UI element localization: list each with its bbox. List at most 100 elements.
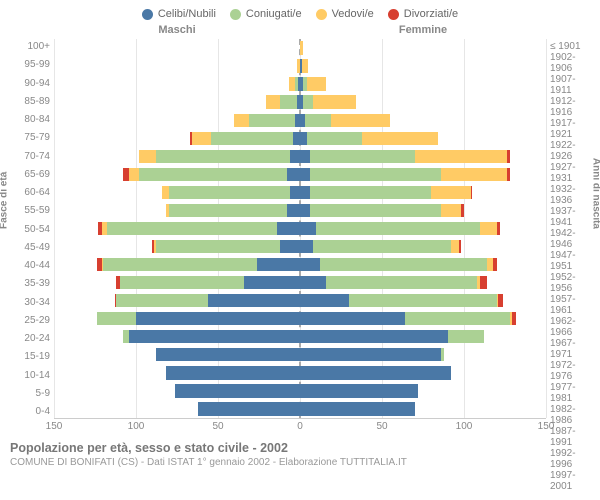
- header-male: Maschi: [54, 24, 300, 36]
- legend-swatch: [230, 9, 241, 20]
- bar-segment: [313, 240, 451, 253]
- chart-area: Fasce di età 100+95-9990-9485-8980-8475-…: [6, 39, 594, 419]
- bar-segment: [300, 384, 418, 397]
- bar-segment: [107, 222, 278, 235]
- male-bar: [54, 330, 300, 343]
- age-label: 45-49: [6, 242, 54, 253]
- bar-segment: [441, 168, 507, 181]
- plot: [54, 39, 546, 419]
- bar-segment: [326, 276, 477, 289]
- age-label: 60-64: [6, 187, 54, 198]
- age-label: 30-34: [6, 297, 54, 308]
- legend-item: Celibi/Nubili: [142, 8, 216, 20]
- age-label: 90-94: [6, 78, 54, 89]
- x-tick-label: 100: [456, 421, 473, 432]
- bar-row: [54, 165, 546, 183]
- legend-swatch: [316, 9, 327, 20]
- female-bar: [300, 114, 546, 127]
- male-bar: [54, 114, 300, 127]
- female-bar: [300, 312, 546, 325]
- age-label: 75-79: [6, 132, 54, 143]
- male-bar: [54, 41, 300, 54]
- header-female: Femmine: [300, 24, 546, 36]
- bar-row: [54, 274, 546, 292]
- x-tick-label: 50: [212, 421, 223, 432]
- bar-segment: [441, 348, 444, 361]
- bar-segment: [280, 240, 300, 253]
- birth-label: 1992-1996: [546, 448, 594, 470]
- bar-segment: [244, 276, 300, 289]
- bar-segment: [331, 114, 390, 127]
- bar-segment: [139, 150, 155, 163]
- bar-segment: [300, 258, 320, 271]
- bar-segment: [362, 132, 437, 145]
- bar-segment: [120, 276, 245, 289]
- female-bar: [300, 240, 546, 253]
- female-bar: [300, 59, 546, 72]
- bar-segment: [303, 95, 313, 108]
- y-labels-age: 100+95-9990-9485-8980-8475-7970-7465-696…: [6, 39, 54, 419]
- bar-segment: [493, 258, 496, 271]
- male-bar: [54, 77, 300, 90]
- female-bar: [300, 186, 546, 199]
- bar-row: [54, 238, 546, 256]
- birth-label: 1917-1921: [546, 118, 594, 140]
- bar-segment: [300, 276, 326, 289]
- bar-segment: [300, 168, 310, 181]
- grid-line: [546, 39, 547, 418]
- bar-row: [54, 219, 546, 237]
- bar-segment: [320, 258, 487, 271]
- bar-segment: [266, 95, 281, 108]
- bar-row: [54, 256, 546, 274]
- bar-segment: [175, 384, 300, 397]
- column-headers: Maschi Femmine: [6, 24, 594, 36]
- birth-label: 1952-1956: [546, 272, 594, 294]
- bar-row: [54, 382, 546, 400]
- bar-row: [54, 57, 546, 75]
- bar-segment: [305, 114, 331, 127]
- birth-label: 1907-1911: [546, 74, 594, 96]
- bar-segment: [310, 186, 431, 199]
- age-label: 5-9: [6, 388, 54, 399]
- bar-segment: [156, 150, 290, 163]
- birth-label: 1997-2001: [546, 470, 594, 492]
- bar-segment: [300, 186, 310, 199]
- legend: Celibi/NubiliConiugati/eVedovi/eDivorzia…: [6, 8, 594, 20]
- legend-item: Vedovi/e: [316, 8, 374, 20]
- age-label: 65-69: [6, 169, 54, 180]
- bar-segment: [129, 330, 300, 343]
- x-tick-label: 0: [297, 421, 303, 432]
- legend-label: Divorziati/e: [404, 8, 458, 20]
- bar-segment: [290, 186, 300, 199]
- bar-row: [54, 201, 546, 219]
- bar-row: [54, 328, 546, 346]
- bar-row: [54, 364, 546, 382]
- bar-row: [54, 39, 546, 57]
- female-bar: [300, 150, 546, 163]
- age-label: 100+: [6, 41, 54, 52]
- bar-segment: [257, 258, 300, 271]
- bar-segment: [471, 186, 473, 199]
- male-bar: [54, 384, 300, 397]
- bar-segment: [349, 294, 497, 307]
- age-label: 55-59: [6, 205, 54, 216]
- birth-label: 1977-1981: [546, 382, 594, 404]
- bar-segment: [169, 204, 287, 217]
- bar-segment: [139, 168, 287, 181]
- female-bar: [300, 168, 546, 181]
- age-label: 95-99: [6, 59, 54, 70]
- bar-segment: [287, 168, 300, 181]
- bar-segment: [310, 168, 441, 181]
- bar-segment: [480, 222, 496, 235]
- male-bar: [54, 258, 300, 271]
- birth-label: 1922-1926: [546, 140, 594, 162]
- bar-segment: [451, 240, 459, 253]
- bar-segment: [480, 276, 487, 289]
- x-tick-label: 150: [538, 421, 555, 432]
- age-label: 50-54: [6, 224, 54, 235]
- bar-row: [54, 183, 546, 201]
- y-labels-birth: ≤ 19011902-19061907-19111912-19161917-19…: [546, 39, 594, 419]
- female-bar: [300, 294, 546, 307]
- bar-row: [54, 75, 546, 93]
- male-bar: [54, 95, 300, 108]
